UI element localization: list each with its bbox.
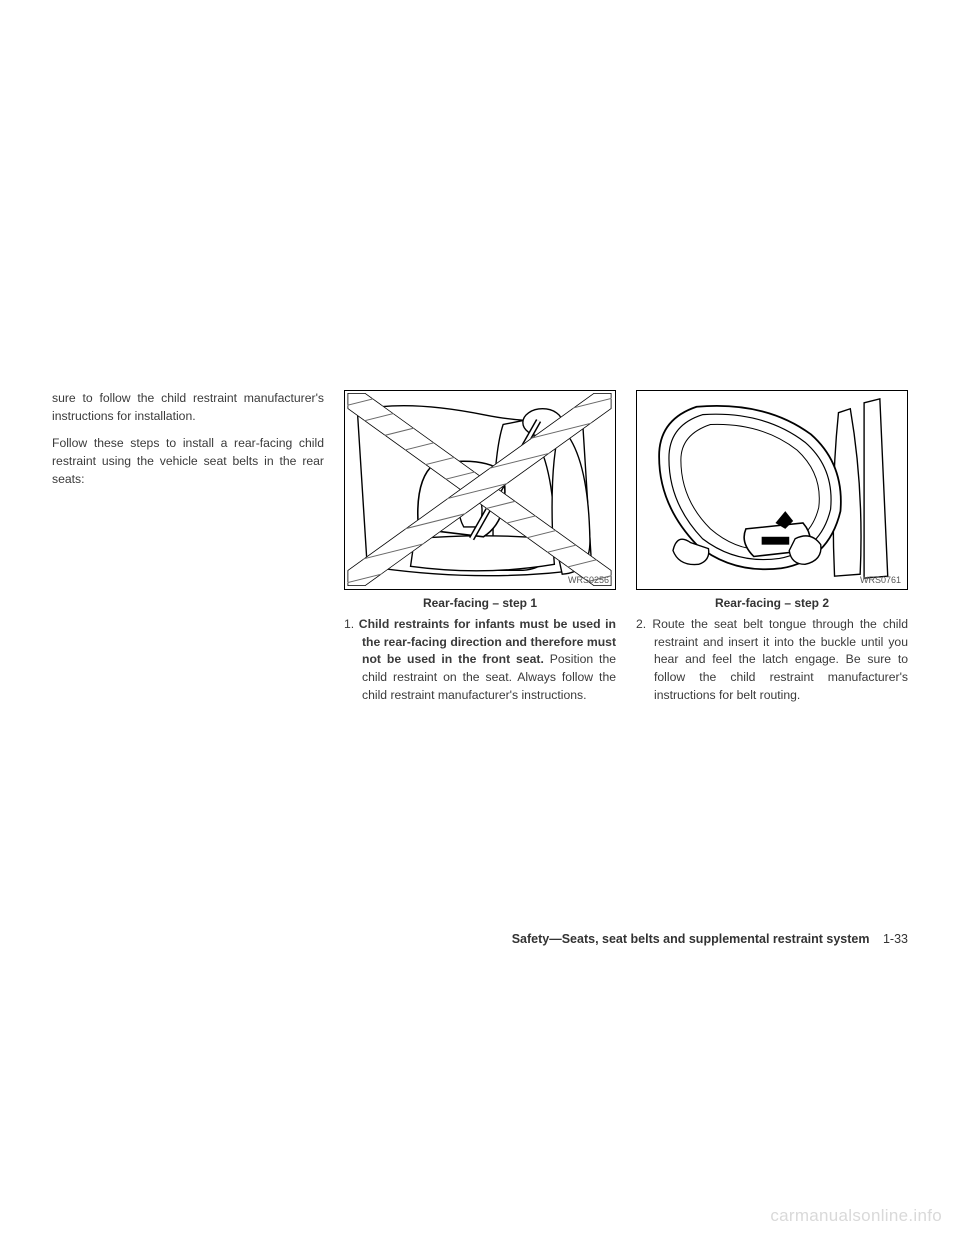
column-right: WRS0761 Rear-facing – step 2 2. Route th… bbox=[636, 390, 908, 704]
step1-list: 1. Child restraints for infants must be … bbox=[344, 616, 616, 704]
figure2-caption: Rear-facing – step 2 bbox=[636, 596, 908, 610]
footer-section: Safety—Seats, seat belts and supplementa… bbox=[512, 932, 870, 946]
watermark: carmanualsonline.info bbox=[770, 1206, 942, 1226]
step1-num: 1. bbox=[344, 617, 354, 631]
step2-list: 2. Route the seat belt tongue through th… bbox=[636, 616, 908, 704]
step1-text: 1. Child restraints for infants must be … bbox=[344, 616, 616, 704]
figure-step2-svg bbox=[637, 391, 906, 588]
figure-step1-svg bbox=[345, 391, 614, 588]
content-row: sure to follow the child restraint manuf… bbox=[52, 390, 908, 704]
column-middle: WRS0256 Rear-facing – step 1 1. Child re… bbox=[344, 390, 616, 704]
figure2-id: WRS0761 bbox=[860, 575, 901, 585]
figure1-caption: Rear-facing – step 1 bbox=[344, 596, 616, 610]
intro-text: sure to follow the child restraint manuf… bbox=[52, 390, 324, 488]
intro-para-2: Follow these steps to install a rear-fac… bbox=[52, 435, 324, 488]
figure-step1: WRS0256 bbox=[344, 390, 616, 590]
figure1-id: WRS0256 bbox=[568, 575, 609, 585]
step2-body: Route the seat belt tongue through the c… bbox=[652, 617, 908, 702]
column-left: sure to follow the child restraint manuf… bbox=[52, 390, 324, 704]
step2-num: 2. bbox=[636, 617, 646, 631]
page-footer: Safety—Seats, seat belts and supplementa… bbox=[0, 932, 960, 946]
figure-step2: WRS0761 bbox=[636, 390, 908, 590]
footer-page: 1-33 bbox=[883, 932, 908, 946]
step2-text: 2. Route the seat belt tongue through th… bbox=[636, 616, 908, 704]
page: sure to follow the child restraint manuf… bbox=[0, 0, 960, 1242]
intro-para-1: sure to follow the child restraint manuf… bbox=[52, 390, 324, 425]
